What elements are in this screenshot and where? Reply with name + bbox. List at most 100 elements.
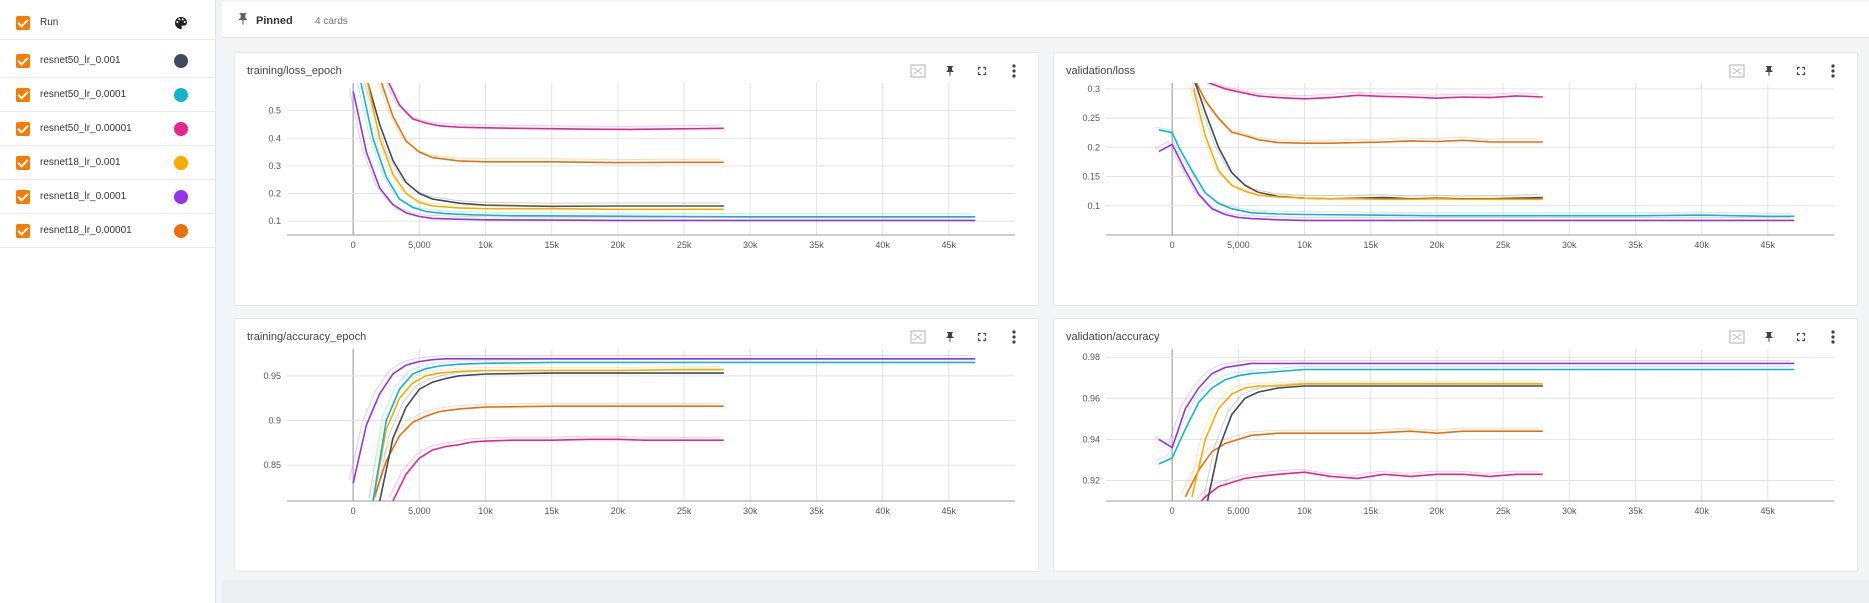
x-tick-label: 45k — [942, 240, 957, 250]
line-chart[interactable]: 0 5,000 10k 15k 20k 25k 30k 35k 40k 45k 0.85 0.9 0.9… — [235, 349, 1038, 545]
x-tick-label: 35k — [1628, 506, 1643, 516]
run-checkbox[interactable] — [16, 155, 30, 170]
pin-card-button[interactable] — [934, 63, 966, 79]
series-line — [372, 361, 976, 501]
x-tick-label: 45k — [942, 506, 957, 516]
pin-card-button[interactable] — [934, 329, 966, 345]
fit-domain-button[interactable] — [1721, 329, 1753, 345]
card-title: training/accuracy_epoch — [247, 331, 367, 343]
x-tick-label: 10k — [1297, 506, 1312, 516]
more-vert-icon — [1012, 64, 1016, 78]
fullscreen-button[interactable] — [966, 63, 998, 79]
x-tick-label: 10k — [478, 240, 493, 250]
card-toolbar — [1721, 63, 1849, 79]
x-tick-label: 30k — [1562, 240, 1577, 250]
series-raw-line — [1180, 427, 1539, 495]
fullscreen-button[interactable] — [1785, 329, 1817, 345]
line-chart[interactable]: 0 5,000 10k 15k 20k 25k 30k 35k 40k 45k 0.1 0.2 0.3 0… — [235, 83, 1038, 279]
more-options-button[interactable] — [1817, 329, 1849, 345]
fit-domain-icon — [910, 330, 926, 344]
y-tick-label: 0.94 — [1082, 434, 1100, 444]
fit-domain-button[interactable] — [902, 329, 934, 345]
run-row[interactable]: resnet18_lr_0.0001 — [0, 180, 216, 214]
pin-card-button[interactable] — [1753, 329, 1785, 345]
run-checkbox[interactable] — [16, 189, 30, 204]
more-options-button[interactable] — [998, 63, 1030, 79]
run-color-swatch[interactable] — [174, 87, 188, 102]
run-label: resnet50_lr_0.0001 — [40, 89, 127, 100]
fullscreen-button[interactable] — [1785, 63, 1817, 79]
series-line — [1200, 471, 1543, 501]
run-checkbox[interactable] — [16, 121, 30, 136]
pin-icon — [946, 332, 954, 342]
series-raw-line — [1154, 126, 1791, 214]
pinned-header: Pinned 4 cards — [222, 2, 1869, 38]
card-title: validation/loss — [1066, 65, 1136, 77]
run-color-swatch[interactable] — [174, 53, 188, 68]
run-row[interactable]: resnet18_lr_0.001 — [0, 146, 216, 180]
series-line — [1194, 83, 1543, 200]
card-toolbar — [902, 329, 1030, 345]
series-raw-line — [1193, 83, 1539, 141]
run-row[interactable]: resnet50_lr_0.00001 — [0, 112, 216, 146]
x-tick-label: 35k — [809, 240, 824, 250]
series-line — [1206, 83, 1543, 100]
run-checkbox[interactable] — [16, 223, 30, 238]
series-line — [1184, 430, 1543, 498]
x-tick-label: 30k — [1562, 506, 1577, 516]
runs-header-row[interactable]: Run — [0, 6, 216, 40]
more-options-button[interactable] — [1817, 63, 1849, 79]
select-all-checkbox[interactable] — [16, 15, 30, 30]
y-tick-label: 0.25 — [1082, 113, 1100, 123]
series-raw-line — [363, 83, 720, 207]
series-raw-line — [1196, 468, 1539, 498]
run-row[interactable]: resnet50_lr_0.0001 — [0, 78, 216, 112]
series-line — [1158, 368, 1795, 465]
more-vert-icon — [1012, 330, 1016, 344]
fit-domain-icon — [1729, 64, 1745, 78]
pin-icon — [238, 13, 248, 25]
more-options-button[interactable] — [998, 329, 1030, 345]
run-color-swatch[interactable] — [174, 121, 188, 136]
x-tick-label: 15k — [1363, 506, 1378, 516]
palette-icon[interactable] — [173, 15, 189, 31]
pin-card-button[interactable] — [1753, 63, 1785, 79]
run-checkbox[interactable] — [16, 87, 30, 102]
line-chart[interactable]: 0 5,000 10k 15k 20k 25k 30k 35k 40k 45k 0.92 0.94 0.… — [1054, 349, 1857, 545]
x-tick-label: 20k — [611, 506, 626, 516]
x-tick-label: 30k — [743, 240, 758, 250]
series-line — [367, 83, 724, 208]
run-label: resnet18_lr_0.001 — [40, 157, 121, 168]
x-tick-label: 30k — [743, 506, 758, 516]
x-tick-label: 5,000 — [1227, 506, 1250, 516]
y-tick-label: 0.2 — [1087, 142, 1100, 152]
series-line — [360, 83, 976, 218]
y-tick-label: 0.96 — [1082, 393, 1100, 403]
series-raw-line — [1188, 85, 1539, 197]
run-checkbox[interactable] — [16, 53, 30, 68]
series-raw-line — [1187, 380, 1539, 495]
run-row[interactable]: resnet50_lr_0.001 — [0, 44, 216, 78]
run-color-swatch[interactable] — [174, 155, 188, 170]
line-chart[interactable]: 0 5,000 10k 15k 20k 25k 30k 35k 40k 45k 0.1 0.15 0.2… — [1054, 83, 1857, 279]
fullscreen-button[interactable] — [966, 329, 998, 345]
series-raw-line — [1154, 359, 1791, 446]
run-label: resnet18_lr_0.0001 — [40, 191, 127, 202]
y-tick-label: 0.1 — [268, 216, 281, 226]
pin-icon — [1765, 332, 1773, 342]
series-raw-line — [378, 83, 720, 161]
fit-domain-button[interactable] — [1721, 63, 1753, 79]
series-line — [1192, 88, 1543, 201]
fullscreen-icon — [1796, 332, 1806, 342]
run-color-swatch[interactable] — [174, 189, 188, 204]
x-tick-label: 0 — [351, 506, 356, 516]
x-tick-label: 15k — [544, 506, 559, 516]
run-row[interactable]: resnet18_lr_0.00001 — [0, 214, 216, 248]
series-raw-line — [1211, 83, 1539, 97]
x-tick-label: 20k — [1430, 506, 1445, 516]
run-color-swatch[interactable] — [174, 223, 188, 238]
x-tick-label: 40k — [1694, 506, 1709, 516]
fit-domain-button[interactable] — [902, 63, 934, 79]
series-raw-line — [1191, 83, 1539, 197]
